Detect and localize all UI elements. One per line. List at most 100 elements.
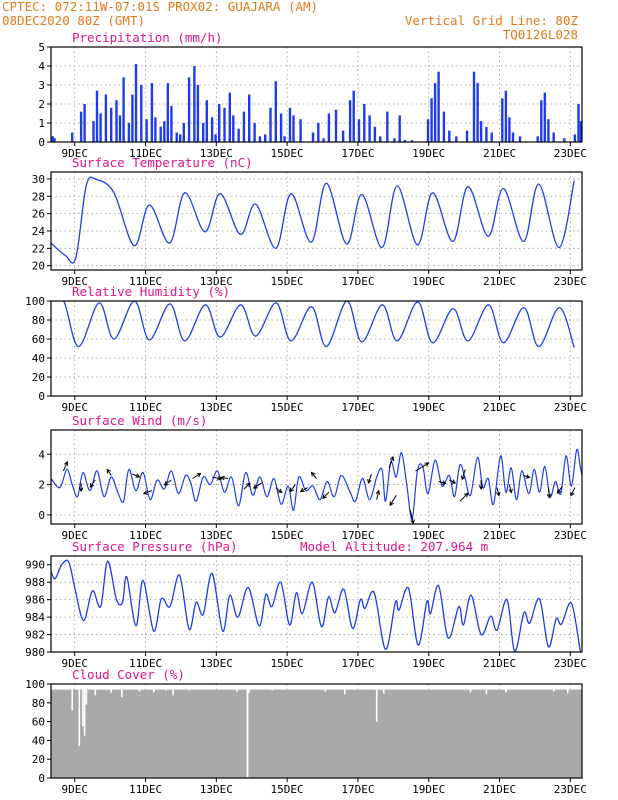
wind-arrow-head	[217, 476, 223, 481]
wind-arrow-head	[89, 483, 95, 488]
plot-area-cloud	[51, 684, 582, 778]
y-tick-label: 22	[32, 242, 45, 255]
precip-bar	[170, 105, 173, 142]
precip-bar	[352, 90, 355, 142]
wind-arrow	[299, 487, 308, 493]
precip-bar	[386, 111, 389, 142]
x-tick-label: 23DEC	[554, 147, 587, 160]
cloud-cover-dip	[188, 689, 190, 691]
y-tick-label: 100	[25, 295, 45, 308]
precip-bar	[110, 107, 113, 142]
precip-bar	[53, 138, 56, 142]
wind-arrow-shaft	[300, 487, 308, 493]
wind-arrow	[106, 468, 112, 476]
y-tick-label: 24	[32, 225, 46, 238]
wind-arrow	[389, 494, 397, 507]
wind-arrow-shaft	[253, 482, 262, 489]
wind-arrow	[89, 479, 96, 488]
gridlines-precip	[51, 47, 582, 142]
cloud-cover-dip	[271, 689, 273, 691]
x-tick-label: 23DEC	[554, 783, 587, 796]
x-tick-label: 17DEC	[341, 147, 374, 160]
y-tick-label: 3	[38, 79, 45, 92]
precip-bar	[214, 134, 217, 142]
precip-bar	[426, 119, 430, 142]
x-tick-label: 11DEC	[129, 783, 162, 796]
wind-arrow-shaft	[89, 479, 96, 488]
pressure-line	[51, 559, 582, 652]
x-axis-temp: 9DEC 11DEC 13DEC 15DEC 17DEC 19DEC 21DEC 23DEC	[61, 270, 587, 288]
wind-arrow	[289, 484, 296, 493]
precip-bar	[131, 94, 134, 142]
precip-bar	[83, 104, 86, 142]
x-tick-label: 17DEC	[341, 401, 374, 414]
precip-bar	[543, 92, 546, 142]
cloud-cover-dip	[469, 689, 472, 693]
y-tick-label: 2	[38, 479, 45, 492]
wind-arrow-head	[367, 478, 372, 485]
wind-arrow-shaft	[367, 473, 372, 484]
precip-bar	[218, 104, 221, 142]
cloud-cover-dip	[567, 689, 569, 694]
cloud-cover-dip	[165, 689, 167, 691]
y-tick-label: 30	[32, 173, 45, 186]
plot-area-temp	[51, 176, 575, 264]
precip-bar	[288, 107, 292, 142]
x-tick-label: 9DEC	[61, 783, 88, 796]
precip-bar	[579, 121, 582, 142]
wind-arrow-head	[375, 489, 381, 495]
cloud-cover-dip	[138, 689, 141, 692]
y-tick-label: 0	[38, 772, 45, 785]
wind-arrow-head	[441, 480, 447, 485]
wind-arrow-shaft	[496, 487, 500, 496]
cloud-cover-dip	[485, 689, 488, 695]
wind-arrow-head	[546, 493, 552, 499]
plot-area-wind	[51, 448, 582, 524]
wind-arrow-shaft	[570, 487, 576, 496]
x-tick-label: 17DEC	[341, 275, 374, 288]
cloud-cover-dip	[248, 689, 250, 693]
panel-frame-rh	[50, 300, 583, 397]
panel-title-precip: Precipitation (mm/h)	[72, 30, 223, 45]
wind-arrow-head	[460, 475, 466, 481]
precip-bar	[134, 64, 138, 142]
wind-arrow-shaft	[62, 461, 68, 472]
precip-bar	[536, 136, 539, 142]
y-tick-label: 26	[32, 208, 45, 221]
precip-bar	[228, 92, 231, 142]
x-tick-label: 11DEC	[129, 147, 162, 160]
x-tick-label: 23DEC	[554, 529, 587, 542]
wind-arrow	[556, 485, 563, 494]
x-tick-label: 9DEC	[61, 657, 88, 670]
x-axis-pressure: 9DEC 11DEC 13DEC 15DEC 17DEC 19DEC 21DEC 23DEC	[61, 652, 587, 670]
cloud-cover-dip	[383, 689, 385, 694]
y-tick-label: 980	[25, 646, 45, 659]
y-tick-label: 5	[38, 41, 45, 54]
x-tick-label: 15DEC	[271, 275, 304, 288]
y-axis-precip: 0 1 2 3 4 5	[38, 41, 51, 149]
x-tick-label: 23DEC	[554, 657, 587, 670]
precip-bar	[490, 132, 493, 142]
wind-arrow-shaft	[523, 475, 530, 478]
precip-bar	[341, 130, 345, 142]
wind-arrow-head	[322, 494, 327, 499]
panel-frame-wind	[50, 429, 583, 525]
precip-bar	[242, 111, 246, 142]
wind-arrow	[243, 482, 251, 490]
wind-arrow	[508, 484, 513, 494]
wind-arrow-head	[495, 491, 501, 497]
precip-bar	[573, 134, 577, 142]
x-tick-label: 19DEC	[412, 401, 445, 414]
y-tick-label: 100	[25, 678, 45, 691]
cloud-cover-dip	[324, 689, 327, 692]
wind-arrow	[211, 476, 223, 481]
cloud-cover-dip	[82, 689, 84, 727]
y-tick-label: 80	[32, 314, 45, 327]
x-tick-label: 19DEC	[412, 275, 445, 288]
wind-arrow	[478, 480, 484, 491]
panel-subtitle-pressure: Model Altitude: 207.964 m	[300, 539, 488, 554]
precip-bar	[442, 111, 446, 142]
y-axis-cloud: 0 20 40 60 80 100	[25, 678, 51, 785]
wind-arrow-head	[142, 490, 148, 495]
header-run-time: 08DEC2020 80Z (GMT)	[2, 13, 145, 28]
